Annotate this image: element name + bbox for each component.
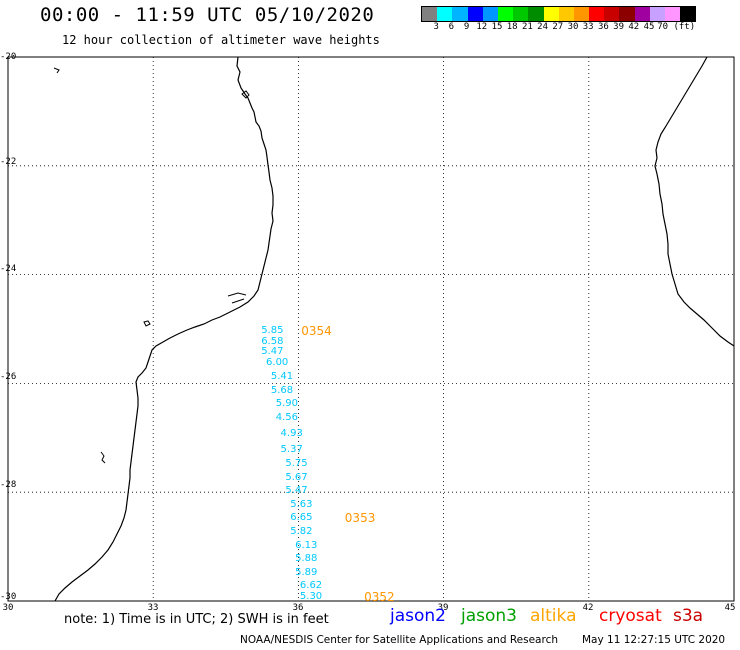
colorbar-label: 21 bbox=[521, 22, 533, 32]
colorbar-label: 9 bbox=[463, 22, 470, 32]
colorbar-label: 24 bbox=[537, 22, 549, 32]
wave-height-value: 6.65 bbox=[290, 512, 313, 524]
lon-label: 45 bbox=[724, 603, 736, 613]
colorbar-swatch bbox=[528, 7, 544, 21]
island-tiny bbox=[53, 67, 60, 74]
pass-label: 0354 bbox=[301, 323, 332, 338]
colorbar-label: 39 bbox=[613, 22, 625, 32]
wave-height-value: 4.56 bbox=[275, 411, 298, 423]
lon-label: 33 bbox=[147, 603, 159, 613]
wave-height-value: 5.88 bbox=[295, 553, 318, 565]
colorbar-swatch bbox=[467, 7, 483, 21]
lat-label: -24 bbox=[0, 264, 17, 274]
colorbar-label: 70 (ft) bbox=[657, 22, 696, 32]
satellite-cryosat: cryosat bbox=[599, 606, 662, 626]
wave-height-colorbar bbox=[421, 6, 697, 22]
satellite-jason3: jason3 bbox=[461, 606, 517, 626]
lake-small bbox=[100, 451, 106, 464]
lat-label: -26 bbox=[0, 372, 17, 382]
satellite-jason2: jason2 bbox=[390, 606, 446, 626]
colorbar-swatch bbox=[497, 7, 514, 21]
colorbar-swatch bbox=[573, 7, 590, 21]
colorbar-swatch bbox=[604, 7, 620, 21]
colorbar-swatch bbox=[589, 7, 605, 21]
colorbar-label: 6 bbox=[448, 22, 455, 32]
wave-height-value: 5.75 bbox=[285, 458, 308, 469]
colorbar-label: 45 bbox=[643, 22, 655, 32]
wave-height-value: 5.67 bbox=[285, 471, 308, 483]
wave-height-value: 5.41 bbox=[270, 370, 294, 382]
lon-label: 39 bbox=[437, 603, 449, 613]
colorbar-label: 42 bbox=[628, 22, 640, 32]
colorbar-label: 33 bbox=[582, 22, 594, 32]
colorbar-swatch bbox=[543, 7, 559, 21]
map-frame bbox=[7, 56, 735, 602]
lat-label: -28 bbox=[0, 480, 17, 490]
colorbar-swatch bbox=[558, 7, 574, 21]
wave-height-value: 5.37 bbox=[280, 444, 303, 456]
colorbar-swatch bbox=[649, 7, 665, 21]
wave-height-value: 6.58 bbox=[261, 335, 284, 347]
colorbar-swatch bbox=[619, 7, 635, 21]
colorbar-label: 18 bbox=[506, 22, 518, 32]
colorbar-swatch bbox=[634, 7, 650, 21]
colorbar-label: 12 bbox=[476, 22, 488, 32]
lon-label: 36 bbox=[292, 603, 304, 613]
colorbar-swatch bbox=[665, 7, 681, 21]
colorbar-label: 30 bbox=[567, 22, 579, 32]
wave-height-value: 5.85 bbox=[261, 324, 284, 336]
generated-timestamp: May 11 12:27:15 UTC 2020 bbox=[582, 634, 726, 646]
legend-note: note: 1) Time is in UTC; 2) SWH is in fe… bbox=[64, 612, 329, 627]
colorbar-label: 3 bbox=[433, 22, 439, 32]
wave-height-value: 5.47 bbox=[261, 346, 284, 358]
colorbar-swatch bbox=[422, 7, 438, 21]
lat-label: -22 bbox=[0, 157, 17, 167]
wave-height-value: 5.30 bbox=[299, 591, 323, 603]
colorbar-label: 27 bbox=[552, 22, 564, 32]
wave-height-value: 5.63 bbox=[290, 498, 313, 510]
lat-label: -20 bbox=[0, 52, 17, 62]
satellite-s3a: s3a bbox=[673, 606, 704, 626]
pass-label: 0352 bbox=[364, 590, 395, 605]
wave-height-value: 4.93 bbox=[280, 428, 303, 440]
colorbar-labels: 3 6 9 12 15 18 21 24 27 30 33 36 39 42 45 70 (ft) bbox=[421, 22, 740, 34]
wave-height-value: 6.13 bbox=[295, 539, 318, 551]
colorbar-label: 15 bbox=[491, 22, 503, 32]
map-title: 00:00 - 11:59 UTC 05/10/2020 bbox=[40, 4, 375, 26]
colorbar-swatch bbox=[482, 7, 498, 21]
colorbar-swatch bbox=[513, 7, 529, 21]
island-small bbox=[143, 320, 151, 327]
lon-label: 42 bbox=[582, 603, 594, 613]
colorbar-swatch bbox=[452, 7, 468, 21]
madagascar-coastline bbox=[654, 56, 735, 347]
africa-coastline bbox=[54, 56, 274, 602]
wave-height-value: 5.47 bbox=[285, 485, 308, 497]
lat-label: -30 bbox=[0, 592, 17, 602]
wave-height-value: 5.89 bbox=[295, 566, 318, 578]
satellite-altika: altika bbox=[530, 606, 577, 626]
credit-line: NOAA/NESDIS Center for Satellite Applica… bbox=[240, 634, 558, 646]
wave-height-value: 6.62 bbox=[299, 580, 323, 592]
map-subtitle: 12 hour collection of altimeter wave hei… bbox=[62, 33, 380, 47]
colorbar-swatch bbox=[680, 7, 696, 21]
wave-height-value: 5.90 bbox=[275, 398, 298, 410]
coastal-lagoon bbox=[227, 292, 247, 304]
colorbar-label: 36 bbox=[597, 22, 609, 32]
map-grid bbox=[8, 57, 734, 601]
lake-icon bbox=[241, 90, 250, 99]
wave-height-value: 5.82 bbox=[290, 526, 313, 537]
colorbar-swatch bbox=[437, 7, 453, 21]
pass-label: 0353 bbox=[344, 511, 376, 526]
lon-label: 30 bbox=[2, 603, 14, 613]
wave-height-value: 6.00 bbox=[266, 357, 289, 369]
wave-height-value: 5.68 bbox=[270, 384, 294, 396]
